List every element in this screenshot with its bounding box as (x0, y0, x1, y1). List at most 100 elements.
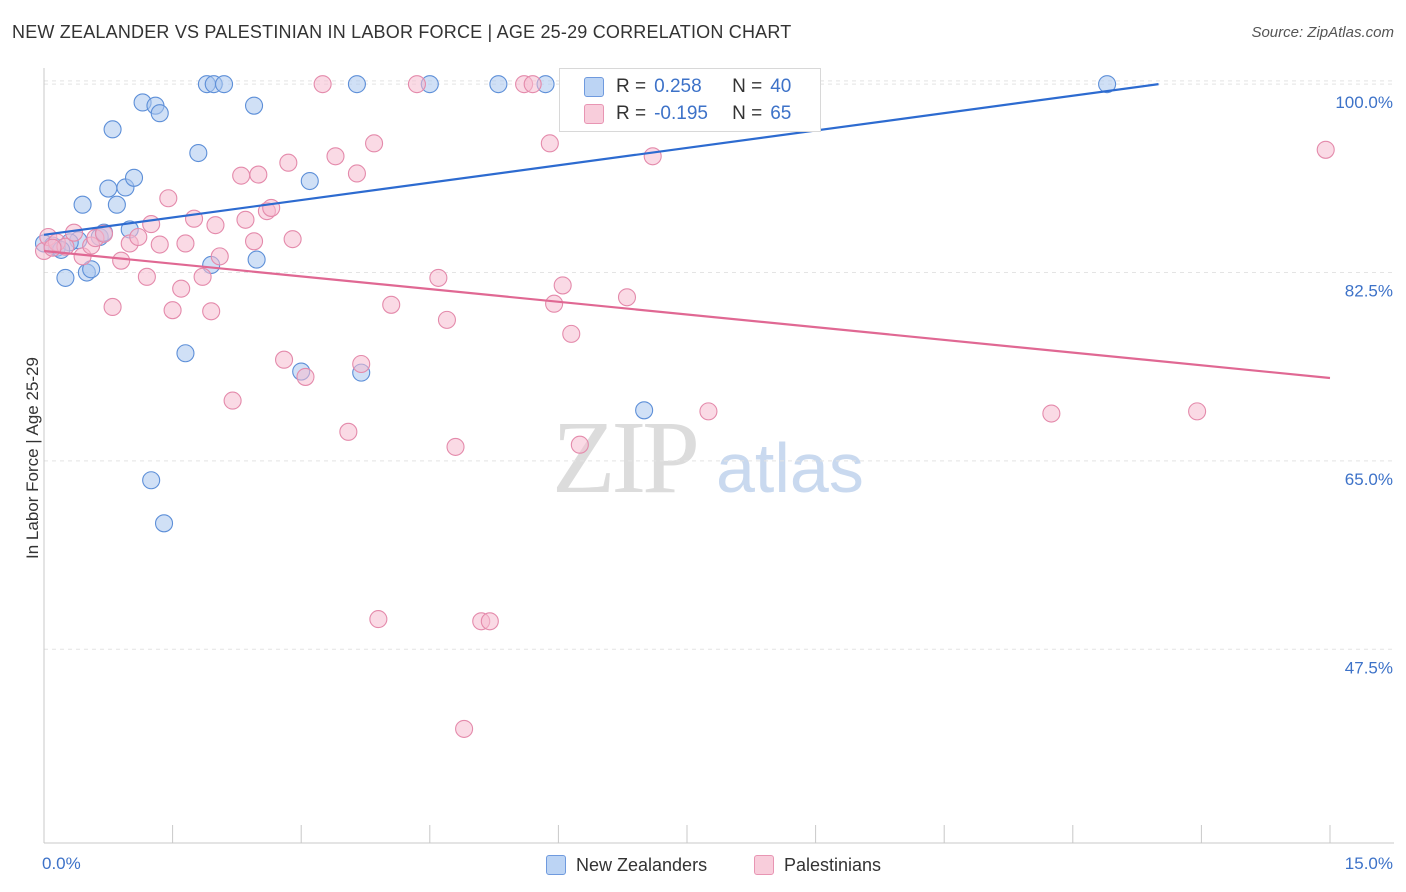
point-palestinian (244, 232, 264, 251)
point-palestinian (43, 238, 62, 257)
point-palestinian (699, 402, 718, 421)
correlation-legend: R = 0.258 N = 40 R = -0.195 N = 65 (559, 68, 821, 132)
point-palestinian (142, 215, 161, 234)
point-new-zealander (142, 471, 161, 490)
point-palestinian (206, 216, 225, 235)
x-tick-label: 0.0% (42, 854, 81, 873)
watermark-zip: ZIP (552, 400, 700, 515)
point-palestinian (1316, 140, 1335, 159)
point-palestinian (313, 75, 332, 94)
source-credit: Source: ZipAtlas.com (1251, 24, 1394, 41)
bottom-legend-palestinians: Palestinians (754, 852, 881, 878)
point-palestinian (193, 267, 212, 286)
point-palestinian (137, 267, 156, 286)
n-label: N = (732, 76, 763, 97)
y-tick-label: 65.0% (1345, 470, 1393, 489)
point-palestinian (176, 234, 195, 253)
legend-swatch-pink (754, 855, 774, 875)
point-new-zealander (56, 268, 75, 287)
r-value: 0.258 (654, 76, 702, 97)
chart-title: NEW ZEALANDER VS PALESTINIAN IN LABOR FO… (12, 22, 792, 42)
legend-swatch-pink (584, 104, 604, 124)
tick-label-layer: 47.5% 65.0% 82.5% 100.0% 0.0% 15.0% (42, 93, 1393, 873)
point-palestinian (150, 235, 169, 254)
point-palestinian (163, 301, 182, 320)
point-palestinian (262, 198, 281, 217)
point-palestinian (103, 297, 122, 317)
point-palestinian (480, 612, 499, 631)
point-new-zealander (1098, 75, 1117, 94)
point-palestinian (232, 166, 251, 185)
legend-label-new-zealanders: New Zealanders (576, 854, 708, 875)
point-palestinian (275, 350, 294, 369)
point-new-zealander (73, 195, 92, 214)
point-new-zealander (214, 75, 234, 94)
y-tick-label: 82.5% (1345, 282, 1393, 301)
point-palestinian (643, 147, 662, 166)
point-new-zealander (176, 344, 195, 363)
point-new-zealander (107, 195, 126, 214)
point-palestinian (279, 153, 298, 172)
r-label: R = (616, 103, 647, 124)
x-tick-label: 15.0% (1345, 854, 1393, 873)
trend-line-new-zealanders (43, 83, 1159, 236)
point-palestinian (545, 294, 564, 313)
n-value: 40 (770, 76, 792, 97)
legend-swatch-blue (546, 855, 566, 875)
legend-swatch-blue (584, 77, 604, 97)
point-palestinian (540, 134, 559, 153)
point-palestinian (369, 610, 388, 629)
r-value: -0.195 (654, 103, 708, 124)
point-new-zealander (247, 250, 266, 269)
y-tick-label: 47.5% (1345, 658, 1393, 677)
point-palestinian (129, 227, 148, 247)
trend-layer (43, 83, 1331, 380)
point-palestinian (1042, 404, 1061, 423)
y-tick-label: 100.0% (1335, 93, 1393, 112)
axis-layer (43, 68, 1394, 844)
trend-line-palestinians (43, 249, 1331, 380)
point-palestinian (339, 422, 358, 441)
watermark-atlas: atlas (716, 429, 864, 507)
point-palestinian (553, 276, 572, 295)
point-new-zealander (154, 514, 174, 533)
point-palestinian (112, 251, 131, 270)
point-palestinian (159, 189, 178, 208)
point-palestinian (347, 164, 366, 183)
n-label: N = (732, 103, 763, 124)
point-palestinian (523, 75, 542, 94)
bottom-legend-new-zealanders: New Zealanders (546, 852, 707, 878)
point-palestinian (94, 224, 114, 243)
point-palestinian (352, 354, 371, 374)
point-new-zealander (300, 171, 319, 191)
point-palestinian (562, 324, 581, 343)
point-palestinian (296, 367, 315, 386)
point-palestinian (570, 435, 589, 454)
point-new-zealander (347, 75, 366, 94)
point-new-zealander (99, 179, 118, 198)
point-palestinian (365, 134, 384, 153)
point-palestinian (249, 165, 268, 184)
legend-row-new-zealanders: R = 0.258 N = 40 (584, 75, 791, 99)
point-palestinian (202, 302, 221, 321)
point-palestinian (429, 268, 448, 287)
point-palestinian (1188, 402, 1207, 421)
point-palestinian (617, 288, 637, 307)
point-palestinian (407, 75, 426, 94)
point-palestinian (236, 210, 255, 229)
r-label: R = (616, 76, 647, 97)
points-layer (34, 75, 1335, 738)
point-new-zealander (150, 104, 169, 123)
legend-label-palestinians: Palestinians (784, 854, 882, 875)
point-palestinian (326, 147, 345, 166)
point-palestinian (210, 247, 229, 266)
point-new-zealander (244, 96, 264, 115)
n-value: 65 (770, 103, 792, 124)
point-palestinian (446, 437, 465, 456)
point-palestinian (223, 391, 242, 410)
point-new-zealander (189, 143, 208, 163)
point-new-zealander (82, 260, 101, 279)
point-palestinian (437, 310, 456, 329)
point-palestinian (172, 279, 191, 298)
